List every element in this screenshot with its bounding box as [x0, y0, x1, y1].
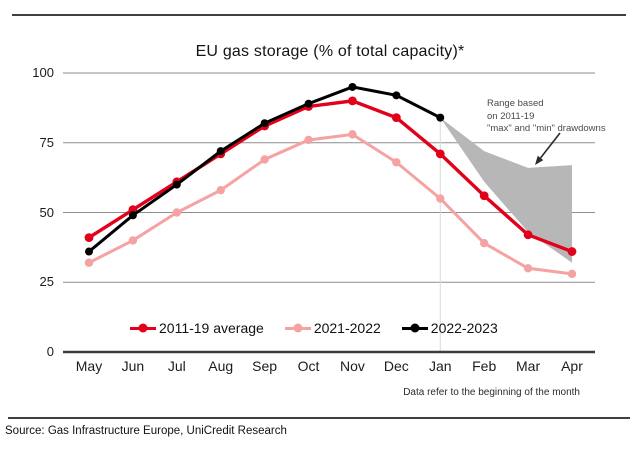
series-marker-2022-2023: [85, 247, 93, 256]
series-line-2021-2022: [88, 132, 573, 276]
annotation-arrow: [539, 132, 561, 159]
y-tick-label-25: 25: [39, 274, 54, 290]
x-month-label-mar: Mar: [516, 358, 541, 374]
chart-title: EU gas storage (% of total capacity)*: [195, 43, 465, 60]
series-marker-2021-2022: [172, 208, 182, 217]
legend-label: 2022-2023: [430, 320, 498, 336]
legend-marker-icon: [284, 323, 311, 333]
x-month-label-oct: Oct: [297, 358, 320, 374]
series-marker-2021-2022: [436, 194, 445, 203]
series-marker-2011-19-average: [84, 233, 94, 243]
series-marker-2022-2023: [436, 113, 445, 122]
series-marker-2022-2023: [216, 147, 225, 156]
range-band: [440, 117, 572, 263]
series-marker-2021-2022: [304, 135, 313, 145]
y-tick-label-100: 100: [32, 65, 54, 80]
series-marker-2022-2023: [392, 91, 401, 100]
y-tick-label-0: 0: [46, 344, 54, 359]
series-marker-2021-2022: [479, 238, 489, 248]
footnote-data-note: Data refer to the beginning of the month: [403, 387, 580, 398]
series-marker-2011-19-average: [435, 149, 445, 159]
legend-item-2011-19-average: 2011-19 average: [130, 320, 264, 336]
legend: 2011-19 average 2021-2022 2022-2023: [130, 320, 498, 336]
series-marker-2021-2022: [348, 130, 357, 139]
legend-marker-icon: [130, 323, 156, 333]
series-marker-2021-2022: [392, 158, 401, 167]
series-marker-2011-19-average: [523, 230, 533, 240]
x-month-label-nov: Nov: [340, 358, 365, 374]
annotation-line-1: Range based: [487, 98, 544, 109]
x-month-label-feb: Feb: [472, 358, 497, 374]
legend-label: 2011-19 average: [159, 320, 264, 336]
x-month-label-aug: Aug: [208, 358, 234, 374]
series-marker-2021-2022: [523, 264, 533, 273]
y-tick-label-50: 50: [39, 204, 54, 220]
x-month-label-sep: Sep: [252, 358, 278, 374]
series-marker-2021-2022: [567, 269, 577, 279]
series-marker-2011-19-average: [128, 205, 138, 215]
series-marker-2021-2022: [128, 236, 138, 245]
annotation-arrowhead: [535, 155, 544, 165]
x-month-label-dec: Dec: [383, 358, 409, 374]
top-border-line: [12, 14, 626, 16]
legend-marker-icon: [401, 323, 428, 333]
x-month-label-apr: Apr: [561, 358, 583, 374]
annotation-line-3: "max" and "min" drawdowns: [487, 123, 606, 134]
x-month-label-jan: Jan: [428, 358, 452, 374]
legend-label: 2021-2022: [313, 320, 381, 336]
annotation-range-note: Range based on 2011-19 "max" and "min" dra…: [487, 98, 606, 136]
series-marker-2022-2023: [172, 180, 181, 189]
source-line: Source: Gas Infrastructure Europe, UniCr…: [5, 425, 287, 437]
series-line-2011-19-average: [88, 99, 573, 254]
y-tick-label-75: 75: [39, 134, 54, 150]
x-month-label-jul: Jul: [167, 358, 186, 374]
series-line-2022-2023: [88, 85, 441, 253]
annotation-line-2: on 2011-19: [487, 110, 535, 122]
bottom-border-line: [8, 417, 630, 419]
x-month-label-may: May: [75, 358, 103, 374]
series-marker-2022-2023: [128, 211, 137, 220]
series-marker-2011-19-average: [479, 191, 489, 201]
series-marker-2022-2023: [348, 82, 357, 91]
legend-item-2022-2023: 2022-2023: [401, 320, 498, 336]
legend-marker-dot-icon: [410, 323, 420, 333]
legend-marker-dot-icon: [138, 323, 148, 333]
series-marker-2011-19-average: [348, 96, 357, 106]
series-marker-2011-19-average: [391, 113, 401, 123]
series-marker-2021-2022: [84, 258, 94, 267]
series-marker-2021-2022: [216, 185, 225, 195]
legend-item-2021-2022: 2021-2022: [284, 320, 381, 336]
series-marker-2022-2023: [260, 119, 269, 128]
x-month-label-jun: Jun: [121, 358, 145, 374]
series-marker-2021-2022: [260, 155, 269, 164]
series-marker-2011-19-average: [567, 247, 577, 256]
legend-marker-dot-icon: [293, 323, 303, 333]
series-marker-2022-2023: [304, 99, 313, 108]
